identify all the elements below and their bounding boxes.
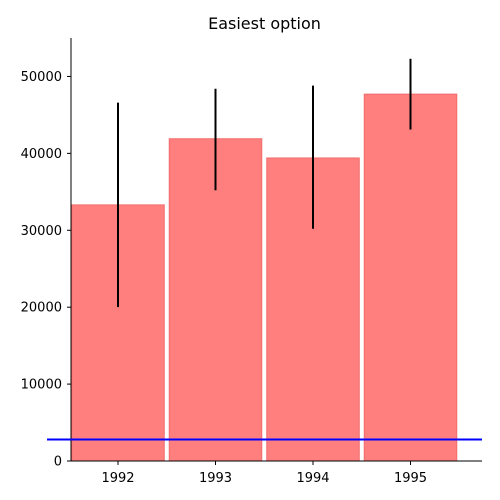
axes-group: 1992 1993 1994 1995 0 10000 20000 30000 40000 500… xyxy=(21,38,482,486)
x-tick-label-1992: 1992 xyxy=(101,471,134,486)
y-tick-label-0: 0 xyxy=(54,455,62,470)
x-tick-label-1993: 1993 xyxy=(199,471,232,486)
bar-1995 xyxy=(363,93,458,462)
error-bars-group xyxy=(117,58,412,308)
y-tick-label-50000: 50000 xyxy=(21,70,62,85)
bars-group xyxy=(71,93,458,462)
y-tick-label-30000: 30000 xyxy=(21,224,62,239)
y-tick-label-40000: 40000 xyxy=(21,147,62,162)
y-tick-label-10000: 10000 xyxy=(21,378,62,393)
chart-title: Easiest option xyxy=(208,14,321,33)
x-tick-label-1995: 1995 xyxy=(394,471,427,486)
x-tick-label-1994: 1994 xyxy=(296,471,329,486)
bar-1993 xyxy=(168,138,263,462)
y-tick-label-20000: 20000 xyxy=(21,301,62,316)
